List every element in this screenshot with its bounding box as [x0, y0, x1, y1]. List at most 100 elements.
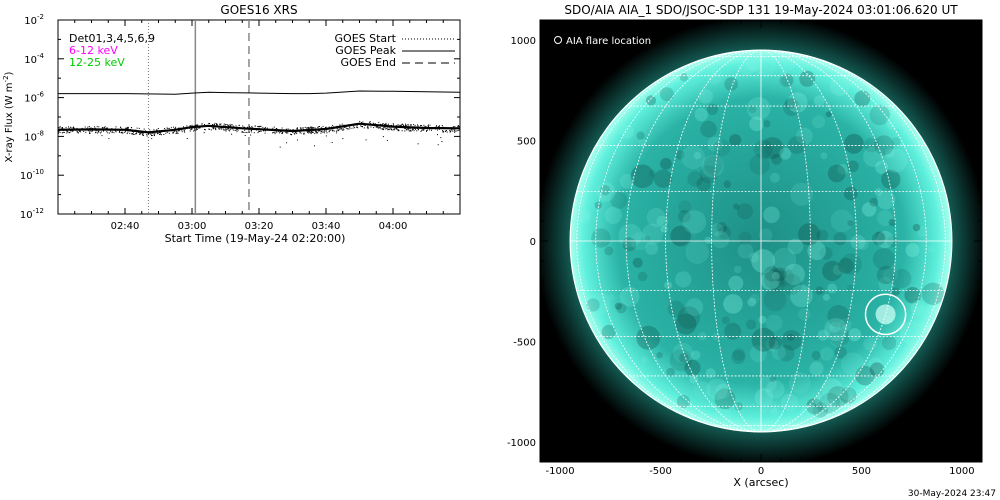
disk-texture-blob — [685, 298, 704, 316]
goes-noise-point — [141, 131, 143, 132]
disk-texture-blob — [921, 282, 945, 305]
goes-noise-point — [407, 124, 409, 125]
disk-texture-blob — [656, 352, 663, 359]
disk-texture-blob — [698, 89, 713, 104]
goes-noise-point — [95, 131, 97, 133]
goes-noise-point — [235, 129, 237, 131]
goes-noise-point — [344, 126, 345, 128]
goes-noise-point — [257, 126, 259, 127]
goes-noise-point — [307, 127, 308, 129]
goes-noise-point — [323, 128, 325, 130]
goes-noise-point — [149, 133, 151, 135]
goes-noise-point — [198, 127, 200, 129]
goes-noise-point — [106, 131, 108, 133]
goes-noise-point — [423, 124, 425, 126]
goes-noise-point — [209, 123, 211, 124]
disk-texture-blob — [768, 336, 782, 350]
disk-texture-blob — [706, 103, 719, 115]
goes-noise-point — [331, 127, 333, 129]
goes-noise-point — [435, 128, 437, 130]
goes-noise-point — [301, 127, 303, 129]
disk-texture-blob — [780, 273, 803, 296]
goes-noise-point — [293, 130, 295, 132]
goes-noise-point — [361, 122, 363, 124]
disk-texture-blob — [796, 127, 813, 145]
goes-noise-point — [249, 127, 251, 129]
goes-noise-point — [339, 126, 341, 128]
disk-texture-blob — [699, 165, 718, 184]
disk-texture-blob — [869, 362, 885, 378]
goes-noise-point — [311, 127, 313, 129]
goes-noise-point — [406, 128, 408, 130]
heliographic-grid — [570, 49, 952, 433]
disk-texture-blob — [820, 152, 828, 160]
goes-noise-point — [260, 129, 262, 131]
goes-noise-point — [100, 131, 102, 133]
goes-noise-point — [385, 124, 386, 126]
disk-texture-blob — [827, 386, 849, 408]
goes-noise-point — [390, 125, 392, 127]
goes-noise-point — [309, 128, 311, 130]
disk-texture-blob — [749, 154, 770, 175]
goes-noise-point — [157, 132, 159, 134]
goes-noise-point — [181, 131, 183, 133]
goes-noise-point — [289, 129, 291, 131]
goes-noise-point — [226, 124, 228, 126]
goes-noise-point — [297, 139, 298, 141]
goes-noise-point — [260, 128, 261, 130]
disk-texture-blob — [616, 303, 627, 314]
goes-noise-point — [92, 128, 94, 129]
goes-noise-point — [320, 130, 322, 132]
disk-texture-blob — [749, 252, 760, 263]
goes-noise-point — [429, 129, 431, 131]
goes-noise-point — [178, 130, 180, 132]
goes-noise-point — [253, 132, 255, 134]
disk-texture-blob — [660, 157, 672, 170]
disk-texture-blob — [753, 139, 773, 159]
disk-texture-blob — [687, 171, 703, 187]
goes-noise-point — [228, 128, 229, 130]
goes-noise-point — [331, 142, 333, 143]
disk-texture-blob — [630, 164, 655, 189]
goes-noise-point — [400, 124, 402, 126]
goes-noise-point — [225, 130, 227, 132]
goes-noise-point — [436, 125, 438, 127]
goes-noise-point — [379, 127, 381, 129]
goes-noise-point — [166, 127, 168, 129]
goes-noise-point — [204, 129, 205, 131]
goes-noise-point — [61, 127, 63, 129]
goes-noise-point — [63, 130, 65, 131]
goes-noise-point — [58, 131, 60, 133]
disk-texture-blob — [798, 308, 811, 321]
goes-noise-point — [103, 130, 104, 132]
goes-noise-point — [97, 129, 99, 131]
goes-noise-point — [228, 129, 230, 131]
disk-texture-blob — [837, 163, 849, 175]
goes-noise-point — [189, 127, 190, 129]
goes-noise-point — [401, 130, 403, 132]
goes-noise-point — [146, 135, 148, 137]
goes-noise-point — [183, 130, 185, 132]
disk-texture-blob — [877, 210, 894, 226]
goes-noise-point — [132, 133, 134, 135]
goes-noise-point — [338, 130, 340, 132]
goes-noise-point — [431, 129, 432, 131]
goes-noise-point — [402, 123, 404, 125]
disk-texture-blob — [816, 229, 829, 242]
goes-noise-point — [443, 130, 445, 132]
disk-texture-blob — [596, 182, 616, 202]
goes-noise-point — [260, 125, 262, 127]
goes-noise-point — [316, 132, 318, 134]
goes-noise-point — [384, 127, 386, 129]
goes-noise-point — [348, 128, 350, 130]
goes-noise-point — [340, 128, 342, 130]
disk-texture-blob — [846, 284, 855, 293]
goes-noise-point — [127, 127, 129, 129]
disk-texture-blob — [822, 260, 843, 281]
goes-noise-point — [227, 124, 229, 126]
goes-noise-point — [353, 124, 355, 126]
goes-noise-point — [287, 128, 289, 130]
disk-texture-blob — [839, 385, 855, 401]
disk-texture-blob — [811, 350, 821, 361]
goes-noise-point — [251, 131, 253, 133]
